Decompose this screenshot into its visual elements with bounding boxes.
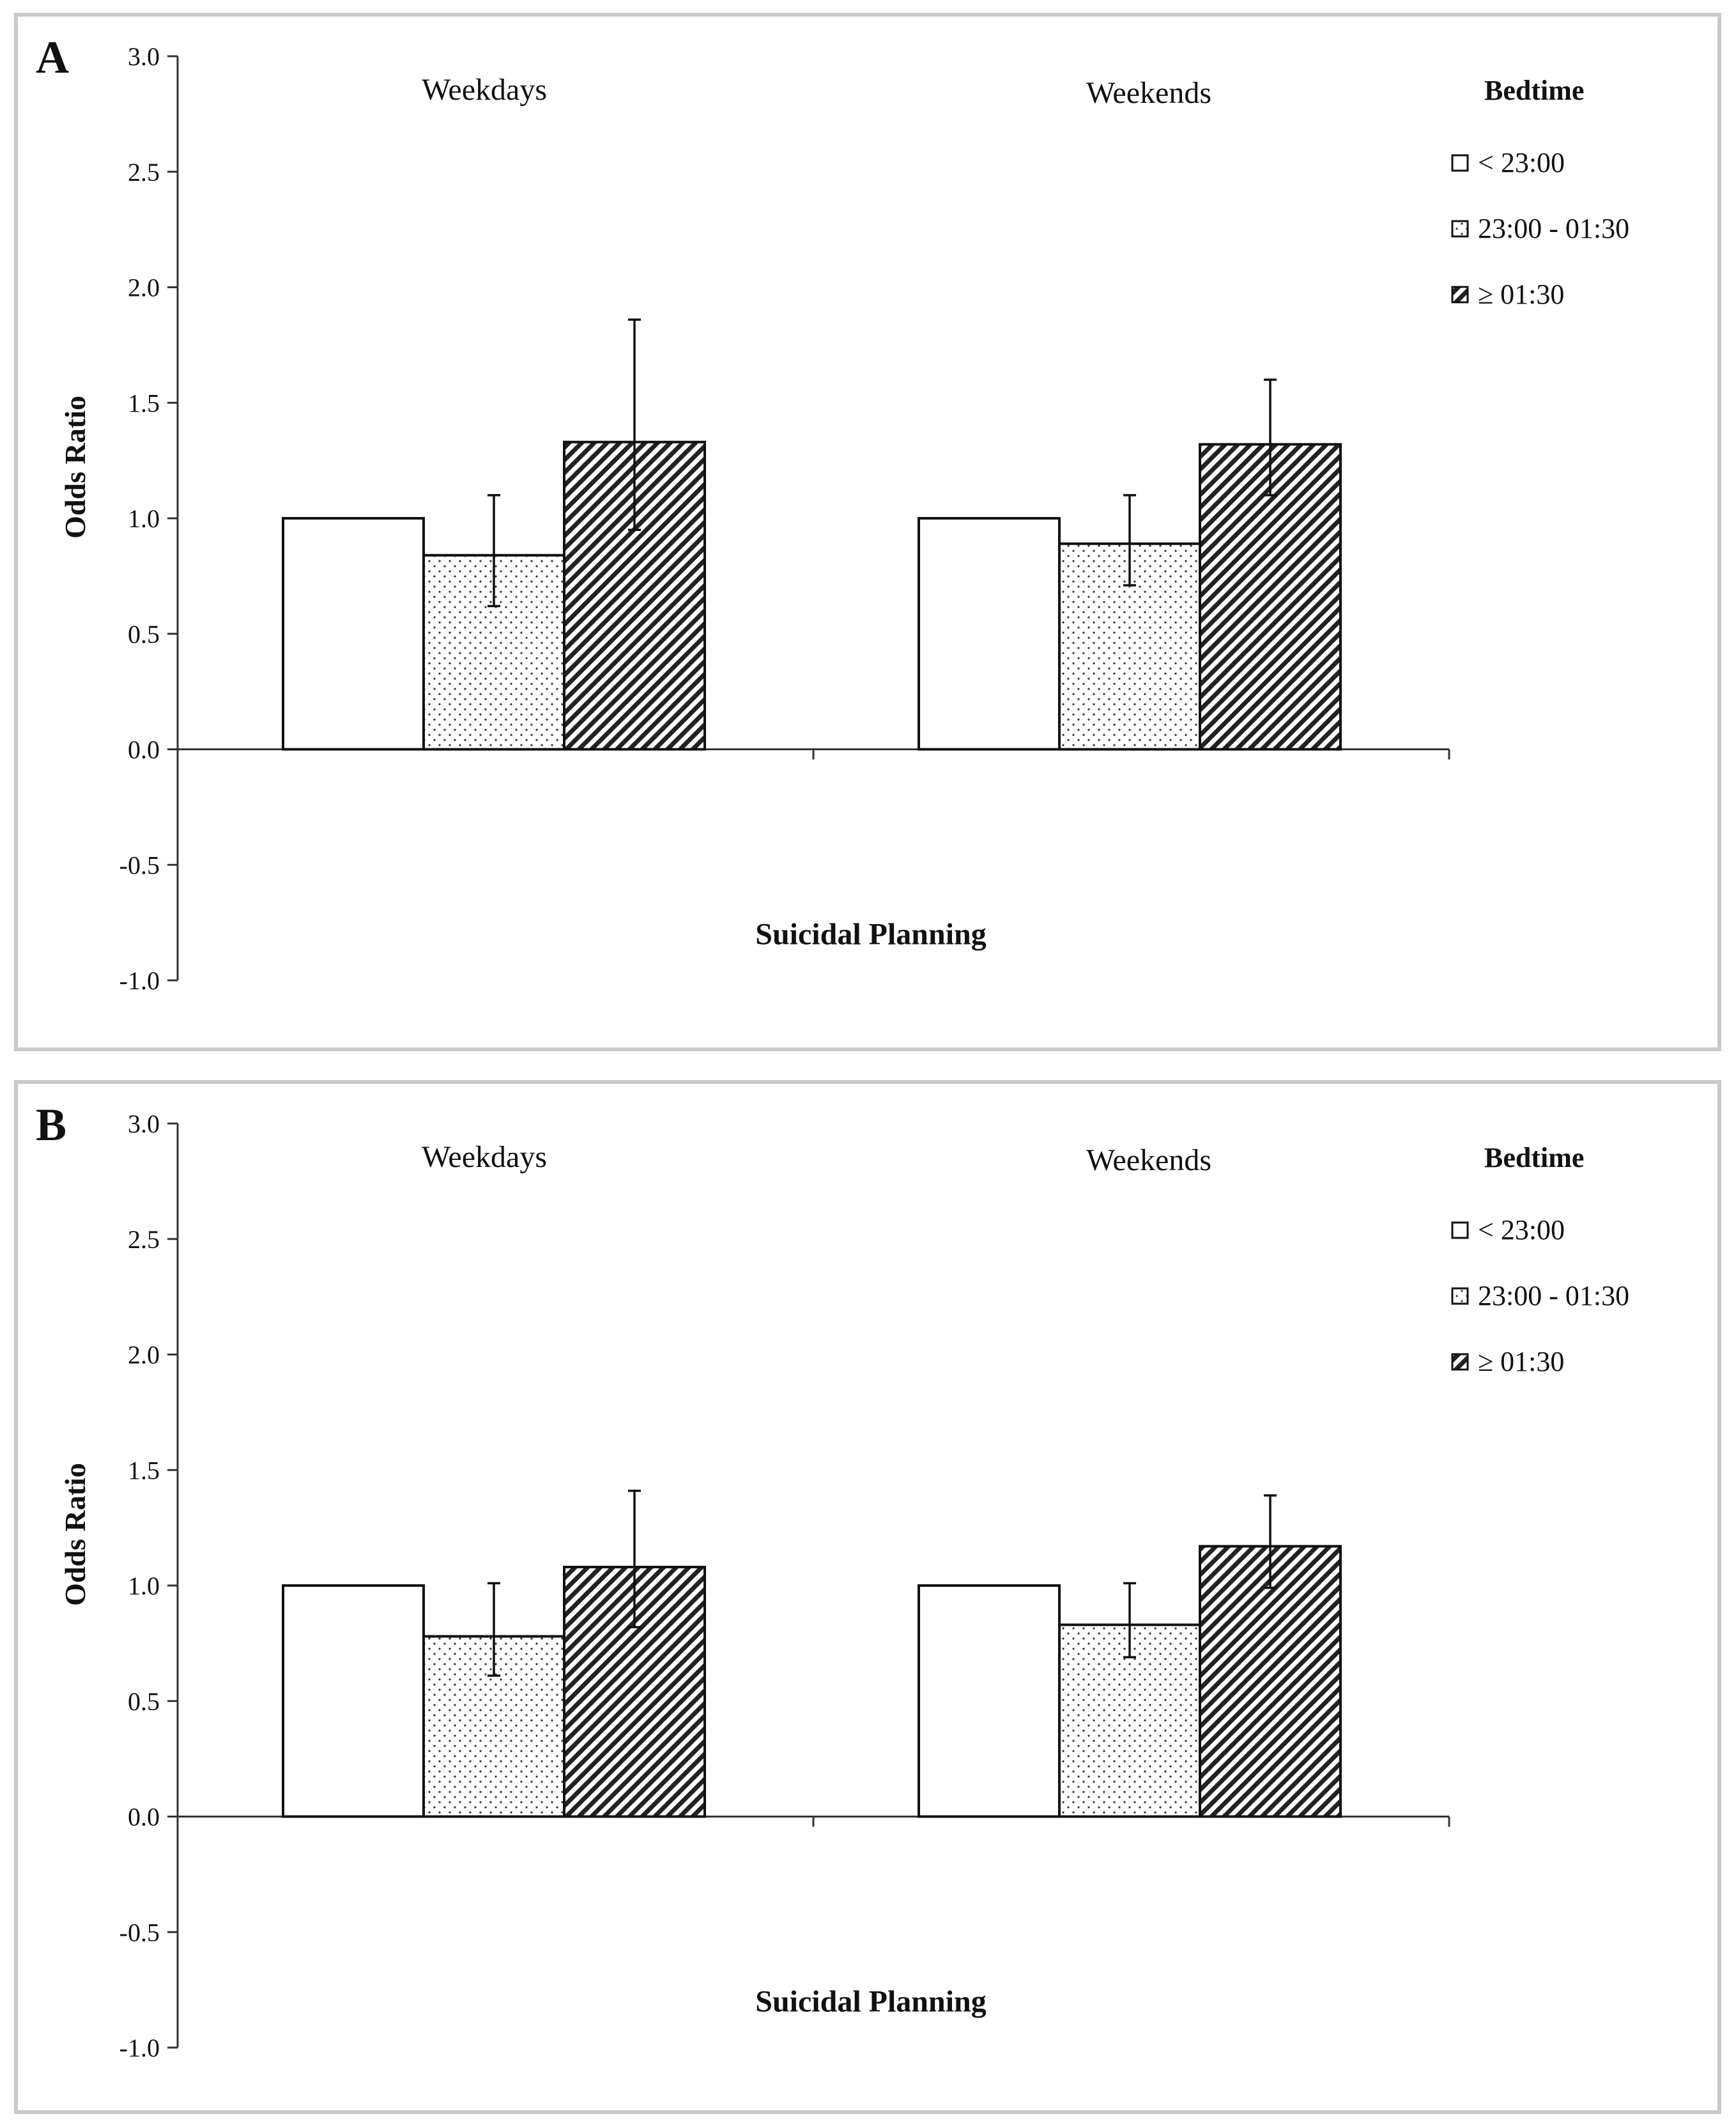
panel-letter: B [36, 1099, 66, 1150]
category-label: Weekdays [422, 73, 547, 107]
x-axis-label: Suicidal Planning [755, 918, 986, 952]
legend-label: < 23:00 [1478, 147, 1565, 178]
legend-swatch [1451, 1287, 1469, 1305]
y-axis-label: Odds Ratio [59, 396, 91, 539]
y-tick-label: -1.0 [119, 966, 160, 995]
y-tick-label: 1.5 [128, 1456, 160, 1485]
y-tick-label: 1.0 [128, 504, 160, 533]
y-tick-label: 3.0 [128, 42, 160, 71]
y-tick-label: 2.5 [128, 158, 160, 187]
legend-label: ≥ 01:30 [1478, 279, 1564, 310]
bar [282, 1584, 425, 1818]
legend-title: Bedtime [1484, 75, 1584, 106]
legend-swatch [1451, 154, 1469, 172]
y-tick-label: 0.0 [128, 1803, 160, 1832]
panel-letter: A [36, 32, 69, 83]
chart-b-svg: B 3.0 2.5 2.0 1.5 1.0 0.5 0.0 -0.5 -1.0 Odds Ratio… [36, 1099, 1629, 2062]
y-tick-label: 1.0 [128, 1571, 160, 1600]
legend-swatch [1451, 1221, 1469, 1239]
y-tick-label: -0.5 [119, 851, 160, 879]
y-tick-label: 1.5 [128, 389, 160, 417]
y-tick-label: 0.5 [128, 620, 160, 649]
bar [918, 1584, 1061, 1818]
y-tick-label: -1.0 [119, 2034, 160, 2062]
category-label: Weekends [1086, 1143, 1211, 1177]
legend-swatch [1451, 220, 1469, 238]
bar [918, 517, 1061, 751]
legend-label: 23:00 - 01:30 [1478, 213, 1629, 244]
legend-swatch [1451, 1353, 1469, 1371]
legend-title: Bedtime [1484, 1142, 1584, 1173]
y-tick-label: 0.5 [128, 1687, 160, 1716]
y-tick-label: 2.0 [128, 274, 160, 302]
y-tick-label: -0.5 [119, 1918, 160, 1947]
chart-panel-b: B 3.0 2.5 2.0 1.5 1.0 0.5 0.0 -0.5 -1.0 Odds Ratio… [14, 1080, 1721, 2114]
x-axis-label: Suicidal Planning [755, 1985, 986, 2019]
y-tick-label: 3.0 [128, 1109, 160, 1138]
y-tick-label: 2.0 [128, 1341, 160, 1370]
legend-swatch [1451, 286, 1469, 304]
y-tick-label: 2.5 [128, 1225, 160, 1254]
bar [1199, 1545, 1342, 1818]
legend-label: ≥ 01:30 [1478, 1346, 1564, 1377]
legend-label: 23:00 - 01:30 [1478, 1280, 1629, 1311]
chart-a-svg: A 3.0 2.5 2.0 1.5 1.0 0.5 0.0 -0.5 -1.0 Odds Ratio… [36, 32, 1629, 995]
chart-panel-a: A 3.0 2.5 2.0 1.5 1.0 0.5 0.0 -0.5 -1.0 Odds Ratio… [14, 13, 1721, 1051]
category-label: Weekends [1086, 76, 1211, 110]
bar [282, 517, 425, 751]
category-label: Weekdays [422, 1140, 547, 1174]
legend-label: < 23:00 [1478, 1214, 1565, 1246]
y-axis-label: Odds Ratio [59, 1463, 91, 1606]
y-tick-label: 0.0 [128, 736, 160, 764]
